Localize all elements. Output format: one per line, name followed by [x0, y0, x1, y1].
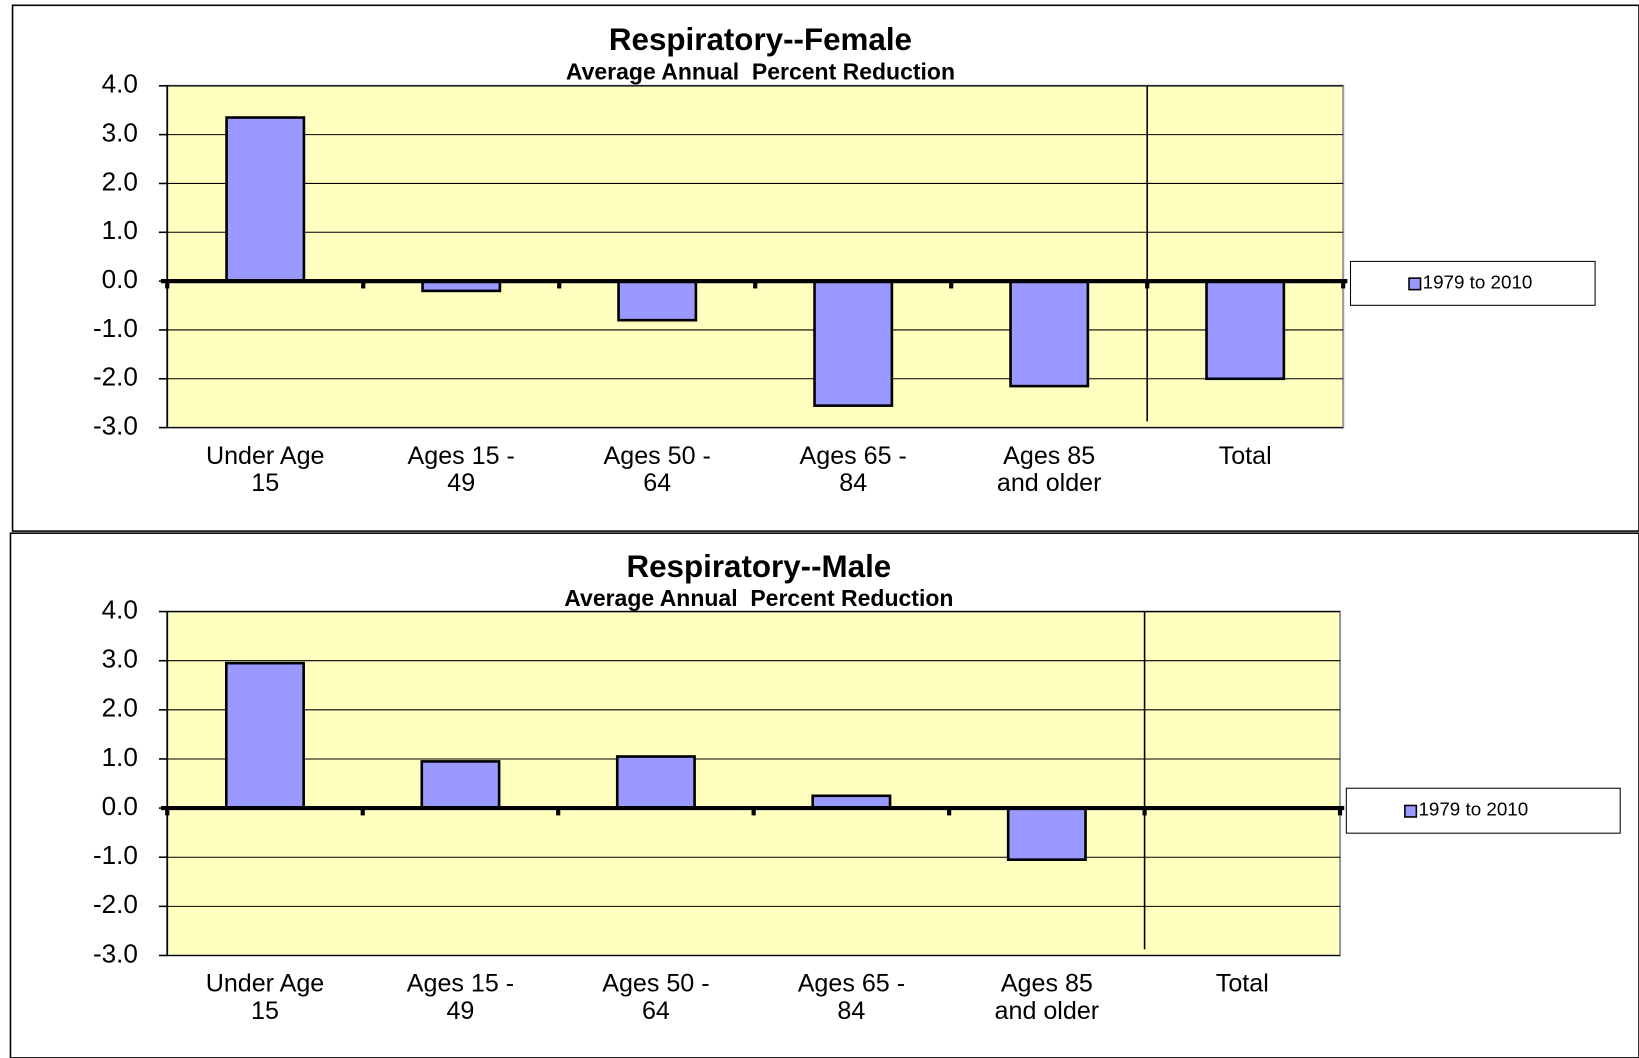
y-tick-label: -3.0	[93, 938, 138, 968]
x-tick-label: Under Age 15	[206, 969, 325, 1024]
x-tick-label: Under Age 15	[206, 442, 325, 497]
bar	[617, 279, 698, 322]
y-tick-label: -3.0	[93, 411, 138, 441]
legend-swatch	[1404, 804, 1418, 818]
legend-box	[1345, 787, 1621, 834]
y-tick-label: 2.0	[102, 693, 138, 723]
bar	[1009, 279, 1090, 388]
chart-title: Respiratory--Male	[626, 549, 891, 584]
y-tick-label: 0.0	[102, 264, 138, 294]
y-tick-label: 0.0	[102, 791, 138, 821]
y-tick-label: 3.0	[102, 118, 138, 148]
y-tick-label: -2.0	[93, 889, 138, 919]
legend-label: 1979 to 2010	[1423, 271, 1533, 292]
y-tick-label: 4.0	[102, 594, 138, 624]
legend-swatch	[1408, 277, 1422, 291]
x-tick-label: Ages 15 -49	[408, 442, 515, 497]
x-tick-label: Ages 50 -64	[602, 969, 709, 1024]
bar	[615, 755, 696, 810]
x-tick-label: Ages 50 -64	[604, 442, 711, 497]
bar	[1205, 279, 1286, 381]
y-tick-label: 1.0	[102, 215, 138, 245]
y-tick-label: -1.0	[93, 313, 138, 343]
y-tick-label: -1.0	[93, 840, 138, 870]
bar	[224, 661, 305, 810]
legend-box	[1349, 260, 1596, 306]
x-tick-label: Total	[1216, 969, 1269, 997]
x-tick-label: Total	[1219, 442, 1272, 470]
x-tick-label: Ages 85 and older	[995, 969, 1100, 1024]
bar	[813, 279, 894, 407]
x-tick-label: Ages 15 -49	[407, 969, 514, 1024]
y-tick-label: 2.0	[102, 166, 138, 196]
plot-area	[166, 84, 1345, 429]
y-tick-label: -2.0	[93, 362, 138, 392]
legend-label: 1979 to 2010	[1418, 799, 1528, 820]
plot-area	[166, 610, 1342, 957]
x-tick-label: Ages 85 and older	[997, 442, 1102, 497]
x-tick-label: Ages 65 -84	[798, 969, 905, 1024]
y-tick-label: 3.0	[102, 644, 138, 674]
bar	[420, 760, 501, 810]
bar	[225, 116, 306, 283]
y-tick-label: 1.0	[102, 742, 138, 772]
bar	[1006, 806, 1087, 861]
y-tick-label: 4.0	[102, 69, 138, 99]
x-tick-label: Ages 65 -84	[800, 442, 907, 497]
chart-subtitle: Average Annual Percent Reduction	[564, 585, 953, 611]
chart-subtitle: Average Annual Percent Reduction	[566, 58, 955, 84]
chart-title: Respiratory--Female	[609, 22, 912, 57]
